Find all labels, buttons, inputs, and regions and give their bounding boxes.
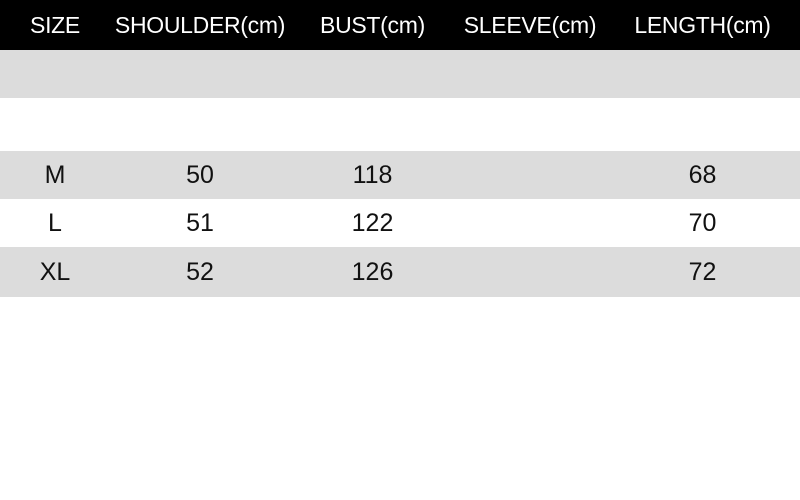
table-header-row: SIZE SHOULDER(cm) BUST(cm) SLEEVE(cm) LE… [0, 0, 800, 50]
cell-size: M [44, 160, 66, 189]
size-chart-table: SIZE SHOULDER(cm) BUST(cm) SLEEVE(cm) LE… [0, 0, 800, 297]
cell-sleeve [455, 247, 605, 297]
table-row-empty-1 [0, 50, 800, 98]
cell-empty [290, 50, 455, 98]
cell-empty [0, 98, 110, 151]
cell-bust: 126 [351, 257, 394, 286]
cell-bust: 122 [351, 208, 394, 237]
cell-bust: 118 [352, 160, 393, 189]
table-row-empty-2 [0, 98, 800, 151]
column-header-shoulder: SHOULDER(cm) [114, 11, 286, 38]
cell-empty [605, 98, 800, 151]
column-header-bust: BUST(cm) [320, 11, 425, 38]
cell-shoulder: 52 [186, 257, 214, 286]
column-header-size: SIZE [30, 11, 80, 38]
cell-shoulder: 50 [186, 160, 214, 189]
cell-empty [455, 50, 605, 98]
table-row-size-xl: XL 52 126 72 [0, 247, 800, 297]
cell-sleeve [455, 199, 605, 247]
cell-empty [110, 98, 290, 151]
table-row-size-l: L 51 122 70 [0, 199, 800, 247]
cell-size: XL [39, 257, 71, 286]
cell-empty [290, 98, 455, 151]
cell-sleeve [455, 151, 605, 199]
table-row-size-m: M 50 118 68 [0, 151, 800, 199]
cell-length: 68 [688, 160, 717, 189]
cell-shoulder: 51 [186, 208, 214, 237]
column-header-length: LENGTH(cm) [634, 11, 771, 38]
cell-empty [0, 50, 110, 98]
cell-size: L [48, 208, 62, 237]
cell-empty [455, 98, 605, 151]
cell-length: 72 [688, 257, 717, 286]
cell-empty [110, 50, 290, 98]
cell-length: 70 [688, 208, 717, 237]
empty-space-below-table [0, 297, 800, 500]
cell-empty [605, 50, 800, 98]
column-header-sleeve: SLEEVE(cm) [463, 11, 597, 38]
